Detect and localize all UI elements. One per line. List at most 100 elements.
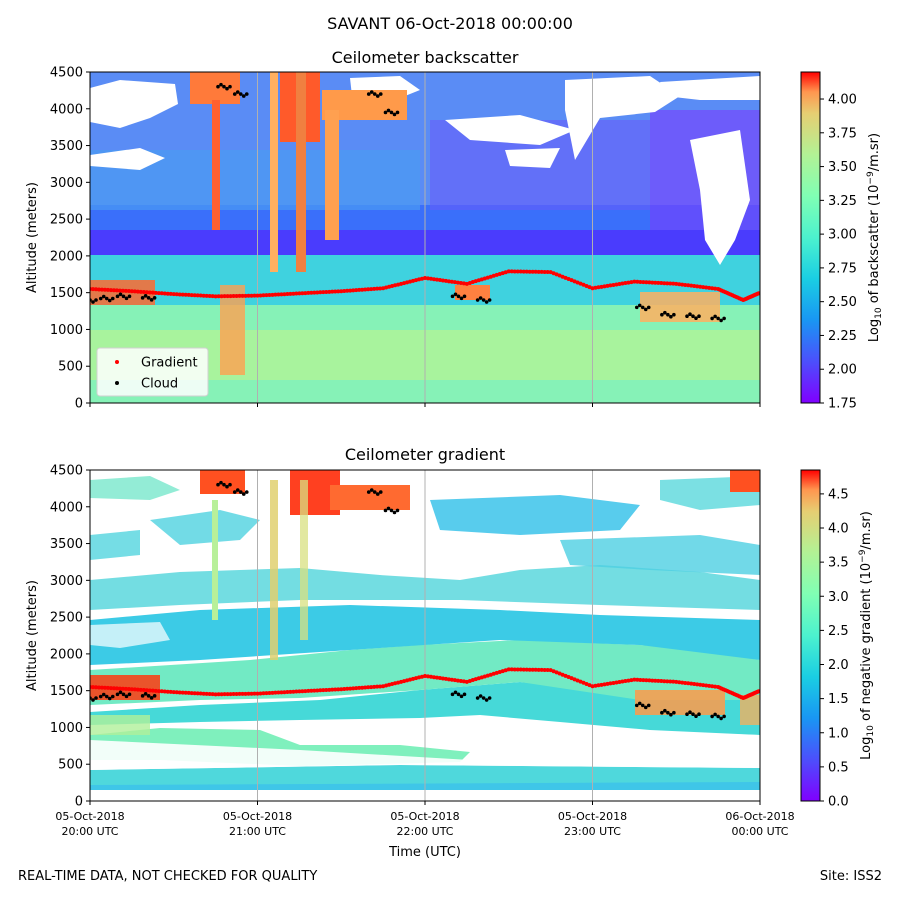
cloud-point <box>663 310 667 315</box>
gradient-point <box>590 684 595 689</box>
gradient-point <box>93 685 98 690</box>
gradient-point <box>174 690 179 695</box>
legend-cloud-label: Cloud <box>141 377 178 392</box>
gradient-point <box>222 692 227 697</box>
backscatter-y-axis-label: Altitude (meters) <box>25 182 40 293</box>
gradient-point <box>539 667 544 672</box>
cloud-point <box>643 705 648 710</box>
gradient-point <box>713 286 718 291</box>
gradient-point <box>402 281 407 286</box>
x-tick-time: 22:00 UTC <box>396 825 453 838</box>
gradient-point <box>683 282 688 287</box>
cloud-point <box>719 318 723 323</box>
cloud-point <box>241 94 246 98</box>
gradient-point <box>704 285 709 290</box>
cloud-point <box>121 294 126 299</box>
colorbar-tick-label: 4.0 <box>828 522 849 537</box>
gradient-point <box>545 668 550 673</box>
cloud-point <box>713 314 717 319</box>
cloud-point <box>121 692 126 697</box>
cloud-point <box>660 312 664 317</box>
y-tick-label: 1500 <box>50 684 83 699</box>
colorbar-tick-label: 3.00 <box>828 228 857 243</box>
gradient-point <box>138 289 143 294</box>
gradient-point <box>282 690 287 695</box>
cloud-point <box>646 305 651 310</box>
gradient-point <box>324 289 329 294</box>
colorbar-tick-label: 1.75 <box>828 397 857 412</box>
gradient-point <box>177 292 182 297</box>
gradient-point <box>294 291 299 296</box>
cloud-point <box>453 690 458 695</box>
gradient-point <box>689 681 694 686</box>
gradient-point <box>231 294 236 299</box>
gradient-point <box>629 678 634 683</box>
gradient-point <box>90 685 95 690</box>
gradient-point <box>300 291 305 296</box>
x-tick-time: 20:00 UTC <box>61 825 118 838</box>
cloud-point <box>688 710 692 715</box>
cloud-point <box>694 316 698 321</box>
colorbar-tick-label: 4.5 <box>828 487 849 502</box>
gradient-point <box>153 688 158 693</box>
gradient-point <box>530 667 535 672</box>
gradient-point <box>384 285 389 290</box>
cloud-point <box>646 703 651 708</box>
gradient-point <box>674 281 679 286</box>
gradient-point <box>449 677 454 682</box>
y-tick-label: 2000 <box>50 647 83 662</box>
colorbar-tick-label: 3.50 <box>828 160 857 175</box>
quality-disclaimer: REAL-TIME DATA, NOT CHECKED FOR QUALITY <box>18 869 318 884</box>
backscatter-panel-title: Ceilometer backscatter <box>331 48 519 67</box>
gradient-point <box>315 290 320 295</box>
gradient-point <box>411 676 416 681</box>
gradient-point <box>608 681 613 686</box>
gradient-point <box>174 292 179 297</box>
cloud-point <box>241 492 246 496</box>
gradient-point <box>207 692 212 697</box>
gradient-point <box>632 677 637 682</box>
gradient-point <box>710 286 715 291</box>
gradient-point <box>225 294 230 299</box>
y-tick-label: 0 <box>75 795 83 810</box>
gradient-point <box>701 683 706 688</box>
gradient-point <box>228 294 233 299</box>
gradient-grid <box>257 470 593 801</box>
cloud-point <box>372 490 377 494</box>
gradient-point <box>698 284 703 289</box>
backscatter-gradient-series <box>90 269 760 303</box>
gradient-point <box>671 281 676 286</box>
cloud-point <box>216 84 220 89</box>
x-tick-time: 21:00 UTC <box>229 825 286 838</box>
gradient-point <box>243 293 248 298</box>
gradient-point <box>399 281 404 286</box>
cloud-point <box>386 108 391 113</box>
gradient-point <box>144 688 149 693</box>
cloud-point <box>140 694 145 698</box>
y-tick-label: 2500 <box>50 611 83 626</box>
gradient-point <box>192 293 197 298</box>
cloud-point <box>685 314 689 319</box>
gradient-point <box>231 692 236 697</box>
gradient-point <box>96 287 101 292</box>
gradient-point <box>506 667 511 672</box>
y-tick-label: 500 <box>58 360 83 375</box>
site-label: Site: ISS2 <box>819 869 882 884</box>
gradient-point <box>156 689 161 694</box>
cloud-point <box>697 314 701 319</box>
gradient-point <box>611 680 616 685</box>
cloud-point <box>219 82 223 87</box>
gradient-point <box>309 688 314 693</box>
gradient-point <box>396 680 401 685</box>
cloud-point <box>722 316 726 321</box>
gradient-point <box>399 679 404 684</box>
gradient-point <box>249 691 254 696</box>
gradient-point <box>96 685 101 690</box>
cloud-point <box>146 296 151 300</box>
gradient-point <box>159 689 164 694</box>
gradient-point <box>147 290 152 295</box>
gradient-point <box>288 291 293 296</box>
gradient-point <box>686 283 691 288</box>
cloud-point <box>462 692 467 697</box>
